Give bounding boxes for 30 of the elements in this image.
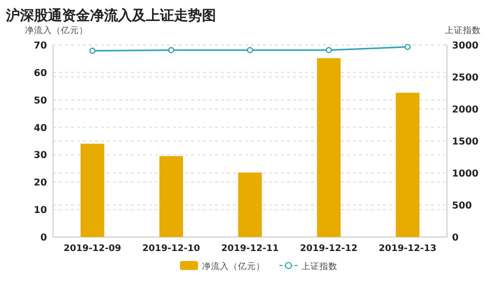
y2-axis-title: 上证指数 xyxy=(445,25,481,36)
legend-label: 上证指数 xyxy=(302,261,338,272)
y-tick-label: 30 xyxy=(34,150,48,162)
y-tick-label: 10 xyxy=(34,205,48,216)
y-tick-label: 0 xyxy=(40,232,48,244)
y2-tick-label: 0 xyxy=(452,232,459,244)
y2-tick-label: 2000 xyxy=(452,104,479,116)
y-tick-label: 70 xyxy=(34,40,48,52)
bar xyxy=(316,58,341,237)
y2-tick-label: 2500 xyxy=(452,72,479,84)
x-tick-label: 2019-12-13 xyxy=(378,244,436,254)
y-tick-label: 40 xyxy=(34,122,48,134)
x-tick-label: 2019-12-09 xyxy=(64,244,122,254)
y-tick-label: 60 xyxy=(34,68,48,79)
y2-tick-label: 500 xyxy=(452,200,472,212)
y2-tick-label: 1500 xyxy=(452,136,479,148)
x-tick-label: 2019-12-11 xyxy=(221,244,279,254)
y2-tick-label: 3000 xyxy=(452,40,479,52)
bar xyxy=(159,156,184,237)
x-tick-label: 2019-12-12 xyxy=(300,244,358,254)
bar xyxy=(396,92,420,237)
y-tick-label: 20 xyxy=(34,178,48,189)
bar xyxy=(80,144,104,237)
y-tick-label: 50 xyxy=(34,95,48,106)
y2-tick-label: 1000 xyxy=(452,168,479,180)
legend-label: 净流入（亿元） xyxy=(202,261,265,272)
bar xyxy=(238,172,262,237)
y-axis-title: 净流入（亿元） xyxy=(25,25,88,36)
chart-title: 沪深股通资金净流入及上证走势图 xyxy=(5,7,216,24)
x-tick-label: 2019-12-10 xyxy=(142,244,200,254)
